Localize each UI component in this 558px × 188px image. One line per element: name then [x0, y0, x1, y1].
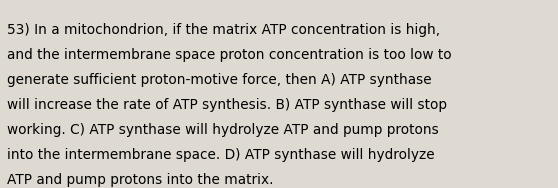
Text: will increase the rate of ATP synthesis. B) ATP synthase will stop: will increase the rate of ATP synthesis.… [7, 98, 447, 111]
Text: and the intermembrane space proton concentration is too low to: and the intermembrane space proton conce… [7, 48, 451, 61]
Text: ATP and pump protons into the matrix.: ATP and pump protons into the matrix. [7, 173, 273, 186]
Text: generate sufficient proton-motive force, then A) ATP synthase: generate sufficient proton-motive force,… [7, 73, 431, 86]
Text: 53) In a mitochondrion, if the matrix ATP concentration is high,: 53) In a mitochondrion, if the matrix AT… [7, 23, 440, 36]
Text: into the intermembrane space. D) ATP synthase will hydrolyze: into the intermembrane space. D) ATP syn… [7, 148, 434, 161]
Text: working. C) ATP synthase will hydrolyze ATP and pump protons: working. C) ATP synthase will hydrolyze … [7, 123, 439, 136]
